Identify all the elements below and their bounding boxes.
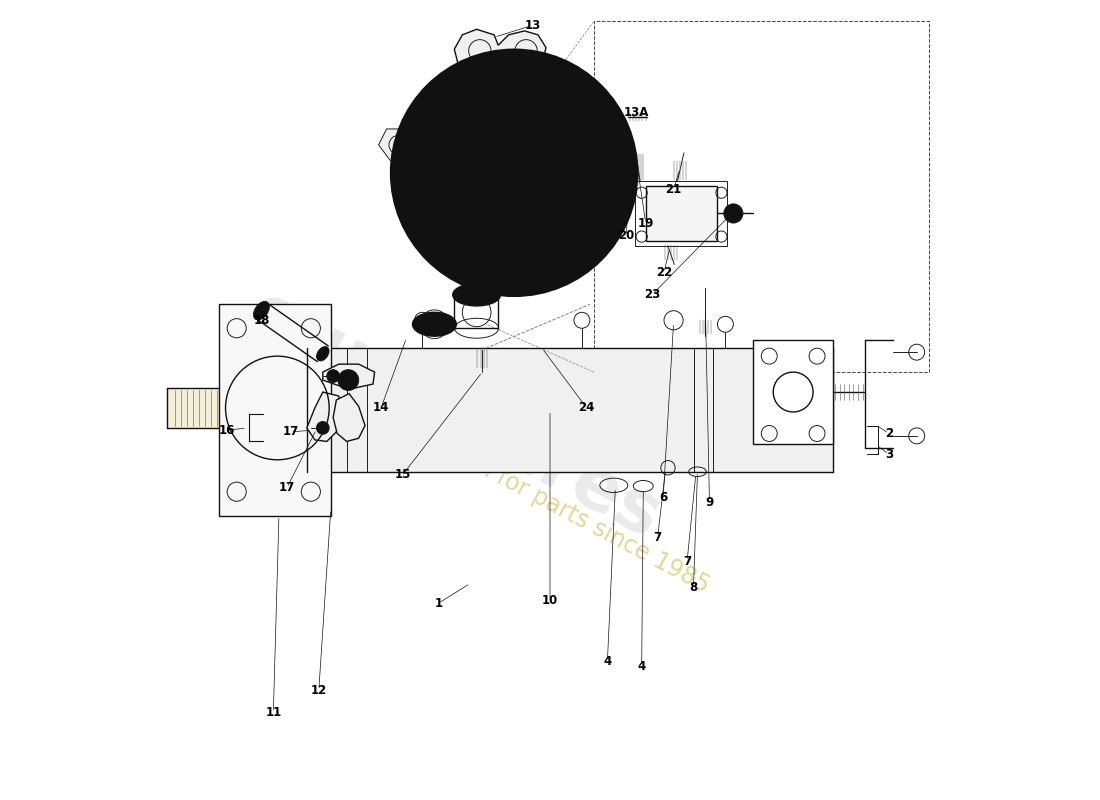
Text: 15: 15 (394, 469, 410, 482)
Polygon shape (322, 364, 375, 388)
Text: 13A: 13A (624, 106, 649, 119)
Text: 8: 8 (690, 581, 697, 594)
Text: 20: 20 (618, 230, 635, 242)
Text: 17: 17 (283, 426, 299, 438)
Text: 17: 17 (278, 481, 295, 494)
Ellipse shape (253, 302, 270, 320)
Text: 3: 3 (884, 448, 893, 461)
Polygon shape (333, 394, 365, 442)
Polygon shape (307, 392, 341, 442)
Text: 2: 2 (884, 427, 893, 440)
Circle shape (338, 370, 359, 390)
Ellipse shape (453, 284, 500, 306)
Circle shape (427, 85, 602, 261)
Bar (594, 22, 928, 372)
Polygon shape (378, 129, 418, 161)
Circle shape (466, 125, 562, 221)
Text: 22: 22 (656, 266, 672, 279)
Text: 14: 14 (373, 402, 389, 414)
Text: 23: 23 (644, 288, 660, 302)
Text: 11: 11 (265, 706, 282, 719)
Circle shape (499, 158, 528, 187)
Text: 10: 10 (542, 594, 558, 607)
Text: 12: 12 (310, 684, 327, 697)
Text: 1: 1 (434, 597, 442, 610)
Ellipse shape (317, 346, 329, 361)
Text: a passion for parts since 1985: a passion for parts since 1985 (387, 410, 713, 598)
Text: 21: 21 (666, 183, 682, 196)
Polygon shape (219, 304, 331, 515)
Text: 18: 18 (253, 314, 270, 326)
Circle shape (486, 145, 542, 201)
Text: 24: 24 (579, 402, 595, 414)
Text: 4: 4 (638, 660, 646, 673)
Polygon shape (454, 30, 546, 86)
Polygon shape (646, 186, 717, 241)
Text: 19: 19 (638, 217, 653, 230)
Circle shape (724, 204, 743, 223)
Circle shape (327, 370, 340, 382)
Text: 7: 7 (683, 554, 691, 567)
Text: 13: 13 (525, 19, 540, 32)
Polygon shape (754, 340, 833, 444)
Text: 9: 9 (705, 495, 714, 509)
Text: 7: 7 (653, 530, 662, 544)
Text: 6: 6 (659, 490, 668, 504)
Text: 4: 4 (603, 655, 612, 668)
Text: 16: 16 (219, 424, 235, 437)
Ellipse shape (412, 312, 456, 336)
Text: eurospares: eurospares (236, 278, 672, 554)
Circle shape (317, 422, 329, 434)
Circle shape (390, 50, 638, 296)
